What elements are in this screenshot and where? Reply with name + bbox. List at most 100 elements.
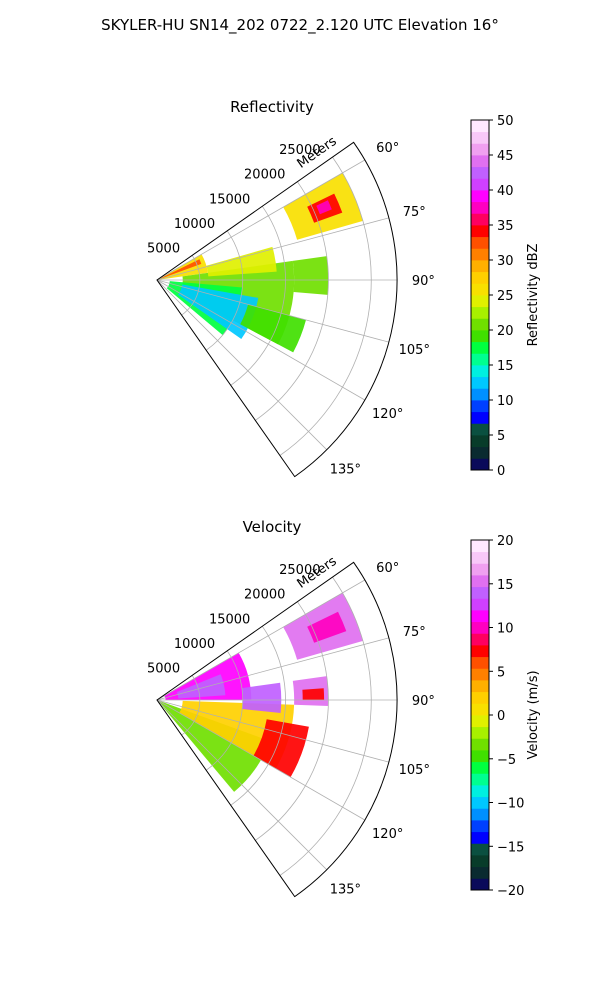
colorbar-segment [471, 878, 489, 891]
colorbar-segment [471, 283, 489, 296]
azimuth-tick-label: 135° [330, 882, 361, 897]
range-tick-label: 10000 [174, 637, 215, 652]
colorbar-segment [471, 330, 489, 343]
colorbar-segment [471, 400, 489, 413]
echo-region [176, 674, 226, 699]
colorbar-segment [471, 318, 489, 331]
azimuth-tick-label: 120° [372, 407, 403, 422]
range-tick-label: 15000 [209, 612, 250, 627]
range-ring [255, 181, 329, 421]
colorbar-segment [471, 691, 489, 704]
echo-region [178, 284, 259, 339]
echo-region [307, 611, 347, 643]
colorbar-tick-label: 35 [497, 219, 514, 234]
echo-region [160, 259, 202, 279]
azimuth-tick-label: 90° [412, 694, 435, 709]
azimuth-spoke [156, 699, 366, 821]
range-ring [279, 576, 372, 876]
azimuth-tick-label: 75° [403, 625, 426, 640]
colorbar-segment [471, 715, 489, 728]
colorbar-segment [471, 411, 489, 424]
azimuth-spoke [156, 159, 366, 281]
colorbar-segment [471, 201, 489, 214]
range-ring [205, 230, 244, 351]
colorbar-segment [471, 306, 489, 319]
colorbar-segment [471, 750, 489, 763]
colorbar-segment [471, 551, 489, 564]
colorbar-segment [471, 131, 489, 144]
colorbar-tick-label: −20 [497, 884, 524, 899]
range-ring [279, 156, 372, 456]
range-tick-label: 20000 [244, 588, 285, 603]
colorbar-tick-label: 15 [497, 359, 514, 374]
colorbar-segment [471, 680, 489, 693]
colorbar-tick-label: 45 [497, 149, 514, 164]
range-tick-label: 25000 [279, 143, 320, 158]
colorbar-segment [471, 143, 489, 156]
colorbar-tick-label: 20 [497, 324, 514, 339]
echo-region [292, 256, 329, 295]
colorbar-tick-label: 10 [497, 622, 514, 637]
echo-region [240, 304, 306, 353]
colorbar-segment [471, 260, 489, 273]
colorbar-segment [471, 435, 489, 448]
colorbar-segment [471, 726, 489, 739]
azimuth-spoke [156, 637, 389, 701]
colorbar-segment [471, 423, 489, 436]
colorbar-segment [471, 271, 489, 284]
colorbar-segment [471, 178, 489, 191]
range-ring [230, 206, 286, 386]
colorbar-segment [471, 341, 489, 354]
colorbar-segment [471, 248, 489, 261]
colorbar-segment [471, 633, 489, 646]
colorbar-tick-label: 15 [497, 578, 514, 593]
azimuth-tick-label: 60° [376, 561, 399, 576]
colorbar-segment [471, 120, 489, 133]
colorbar-segment [471, 376, 489, 389]
colorbar-segment [471, 773, 489, 786]
echo-region [316, 200, 332, 215]
colorbar-segment [471, 645, 489, 658]
colorbar-segment [471, 236, 489, 249]
panel-title: Reflectivity [230, 98, 314, 116]
azimuth-tick-label: 120° [372, 827, 403, 842]
range-ring [230, 626, 286, 806]
colorbar-label: Reflectivity dBZ [526, 244, 541, 347]
azimuth-tick-label: 60° [376, 141, 399, 156]
azimuth-spoke [156, 279, 366, 401]
colorbar-segment [471, 598, 489, 611]
panel-title: Velocity [243, 518, 302, 536]
colorbar-segment [471, 353, 489, 366]
colorbar-segment [471, 820, 489, 833]
range-tick-label: 25000 [279, 563, 320, 578]
colorbar-tick-label: 25 [497, 289, 514, 304]
reflectivity-field [157, 172, 363, 353]
colorbar-tick-label: 50 [497, 114, 514, 129]
colorbar-segment [471, 155, 489, 168]
colorbar-segment [471, 166, 489, 179]
range-tick-label: 10000 [174, 217, 215, 232]
azimuth-spoke [156, 279, 327, 450]
echo-region [164, 652, 252, 700]
colorbar-tick-label: 5 [497, 665, 505, 680]
colorbar-tick-label: −15 [497, 840, 524, 855]
colorbar-tick-label: 5 [497, 429, 505, 444]
colorbar-segment [471, 563, 489, 576]
colorbar-tick-label: 30 [497, 254, 514, 269]
figure-title: SKYLER-HU SN14_202 0722_2.120 UTC Elevat… [101, 16, 499, 34]
colorbar-segment [471, 761, 489, 774]
echo-region [253, 719, 309, 778]
azimuth-tick-label: 105° [399, 763, 430, 778]
colorbar-tick-label: 0 [497, 709, 505, 724]
colorbar-segment [471, 843, 489, 856]
colorbar-segment [471, 458, 489, 471]
azimuth-tick-label: 75° [403, 205, 426, 220]
axes-outline [156, 561, 398, 898]
reflectivity-panel: Reflectivity 500010000150002000025000Met… [147, 98, 541, 479]
colorbar-segment [471, 831, 489, 844]
axes-outline [156, 141, 398, 478]
colorbar-segment [471, 855, 489, 868]
colorbar-segment [471, 738, 489, 751]
echo-region [157, 700, 270, 792]
